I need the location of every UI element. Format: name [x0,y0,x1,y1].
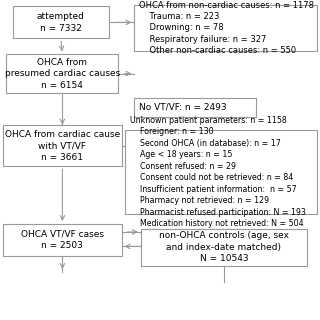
Text: non-OHCA controls (age, sex
and index-date matched)
N = 10543: non-OHCA controls (age, sex and index-da… [159,231,289,263]
FancyBboxPatch shape [13,6,109,38]
FancyBboxPatch shape [3,125,122,166]
Text: OHCA VT/VF cases
n = 2503: OHCA VT/VF cases n = 2503 [21,230,104,250]
Text: OHCA from cardiac cause
with VT/VF
n = 3661: OHCA from cardiac cause with VT/VF n = 3… [5,130,120,162]
FancyBboxPatch shape [134,5,317,51]
Text: attempted
n = 7332: attempted n = 7332 [37,12,85,33]
Text: No VT/VF: n = 2493: No VT/VF: n = 2493 [139,103,227,112]
Text: Unknown patient parameters: n = 1158
    Foreigner: n = 130
    Second OHCA (in : Unknown patient parameters: n = 1158 For… [130,116,306,228]
Text: OHCA from
presumed cardiac causes
n = 6154: OHCA from presumed cardiac causes n = 61… [5,58,120,90]
FancyBboxPatch shape [125,130,317,214]
FancyBboxPatch shape [3,224,122,256]
Text: OHCA from non-cardiac causes: n = 1178
    Trauma: n = 223
    Drowning: n = 78
: OHCA from non-cardiac causes: n = 1178 T… [139,1,314,55]
FancyBboxPatch shape [141,229,307,266]
FancyBboxPatch shape [134,98,256,117]
FancyBboxPatch shape [6,54,118,93]
